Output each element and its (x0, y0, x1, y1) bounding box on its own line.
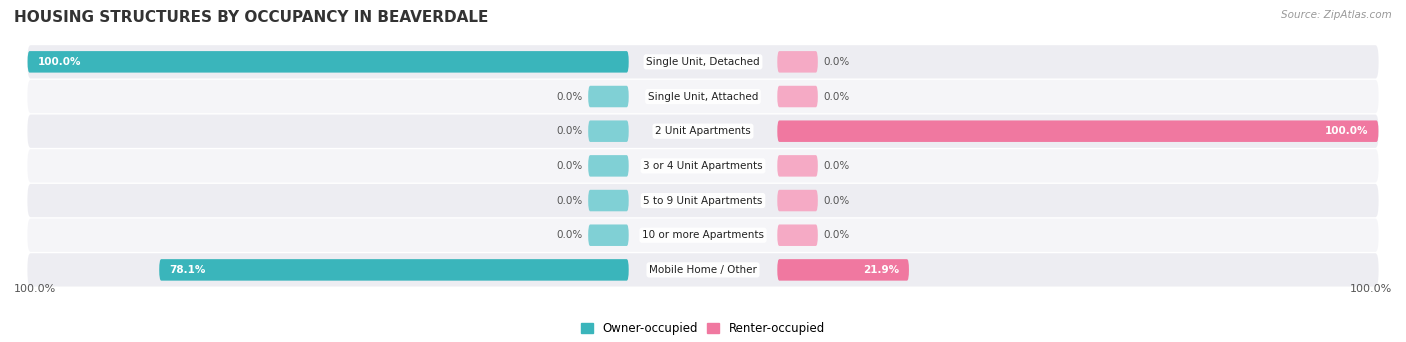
Text: 0.0%: 0.0% (557, 230, 582, 240)
FancyBboxPatch shape (588, 155, 628, 176)
FancyBboxPatch shape (588, 224, 628, 246)
Text: Single Unit, Detached: Single Unit, Detached (647, 57, 759, 67)
Text: 10 or more Apartments: 10 or more Apartments (643, 230, 763, 240)
FancyBboxPatch shape (778, 259, 908, 281)
FancyBboxPatch shape (28, 184, 1378, 217)
FancyBboxPatch shape (28, 253, 1378, 287)
Text: Single Unit, Attached: Single Unit, Attached (648, 92, 758, 102)
FancyBboxPatch shape (778, 51, 818, 73)
Text: 0.0%: 0.0% (557, 161, 582, 171)
Legend: Owner-occupied, Renter-occupied: Owner-occupied, Renter-occupied (576, 317, 830, 340)
Text: Mobile Home / Other: Mobile Home / Other (650, 265, 756, 275)
Text: 78.1%: 78.1% (169, 265, 205, 275)
Text: 5 to 9 Unit Apartments: 5 to 9 Unit Apartments (644, 196, 762, 206)
FancyBboxPatch shape (778, 155, 818, 176)
Text: 21.9%: 21.9% (863, 265, 898, 275)
Text: 0.0%: 0.0% (824, 161, 849, 171)
Text: 0.0%: 0.0% (824, 92, 849, 102)
FancyBboxPatch shape (28, 45, 1378, 78)
FancyBboxPatch shape (159, 259, 628, 281)
FancyBboxPatch shape (28, 115, 1378, 148)
Text: 0.0%: 0.0% (824, 57, 849, 67)
Text: 100.0%: 100.0% (38, 57, 82, 67)
FancyBboxPatch shape (778, 224, 818, 246)
Text: 0.0%: 0.0% (557, 196, 582, 206)
FancyBboxPatch shape (28, 51, 628, 73)
Text: 3 or 4 Unit Apartments: 3 or 4 Unit Apartments (643, 161, 763, 171)
FancyBboxPatch shape (778, 86, 818, 107)
FancyBboxPatch shape (28, 149, 1378, 183)
Text: 0.0%: 0.0% (557, 126, 582, 136)
FancyBboxPatch shape (588, 86, 628, 107)
FancyBboxPatch shape (28, 219, 1378, 252)
Text: 0.0%: 0.0% (557, 92, 582, 102)
Text: Source: ZipAtlas.com: Source: ZipAtlas.com (1281, 10, 1392, 20)
Text: 0.0%: 0.0% (824, 230, 849, 240)
Text: 0.0%: 0.0% (824, 196, 849, 206)
Text: 100.0%: 100.0% (1350, 284, 1392, 294)
Text: 100.0%: 100.0% (1324, 126, 1368, 136)
Text: HOUSING STRUCTURES BY OCCUPANCY IN BEAVERDALE: HOUSING STRUCTURES BY OCCUPANCY IN BEAVE… (14, 10, 488, 25)
FancyBboxPatch shape (588, 190, 628, 211)
Text: 2 Unit Apartments: 2 Unit Apartments (655, 126, 751, 136)
FancyBboxPatch shape (588, 120, 628, 142)
FancyBboxPatch shape (778, 120, 1378, 142)
FancyBboxPatch shape (778, 190, 818, 211)
Text: 100.0%: 100.0% (14, 284, 56, 294)
FancyBboxPatch shape (28, 80, 1378, 113)
